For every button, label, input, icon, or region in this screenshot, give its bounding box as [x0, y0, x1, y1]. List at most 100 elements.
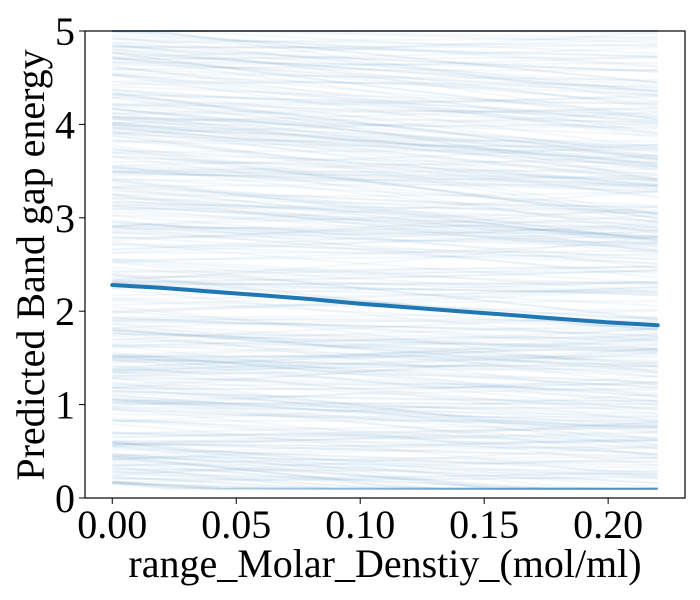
ice-curve — [112, 331, 658, 398]
ice-curve — [112, 185, 658, 215]
ice-curve — [112, 226, 658, 275]
ice-curve — [112, 443, 658, 459]
ice-curve — [112, 397, 658, 457]
ice-curve — [112, 222, 658, 251]
ice-curve — [112, 475, 658, 490]
y-tick-label: 0 — [55, 476, 75, 521]
y-axis-title: Predicted Band gap energy — [8, 49, 53, 480]
ice-curve — [112, 316, 658, 350]
ice-curve — [112, 396, 658, 440]
ice-curve — [112, 474, 658, 481]
ice-curve — [112, 368, 658, 378]
ice-curve — [112, 148, 658, 186]
ice-curve — [112, 88, 658, 157]
ice-curve — [112, 445, 658, 477]
ice-curve — [112, 31, 658, 68]
ice-curve — [112, 177, 658, 207]
ice-curve — [112, 431, 658, 438]
ice-curve — [112, 332, 658, 350]
ice-curve — [112, 227, 658, 234]
ice-curve — [112, 456, 658, 480]
ice-curve — [112, 398, 658, 410]
ice-curve — [112, 81, 658, 88]
ice-curve — [112, 61, 658, 98]
ice-curve — [112, 460, 658, 490]
ice-curve — [112, 468, 658, 474]
ice-curve — [112, 93, 658, 160]
ice-curve — [112, 318, 658, 329]
ice-curve — [112, 368, 658, 398]
ice-curve — [112, 354, 658, 359]
ice-curve — [112, 155, 658, 175]
ice-curve — [112, 169, 658, 188]
ice-curve — [112, 431, 658, 455]
ice-curve — [112, 197, 658, 208]
ice-curve — [112, 477, 658, 484]
ice-curve — [112, 167, 658, 186]
y-tick-label: 4 — [55, 102, 75, 147]
ice-curve — [112, 425, 658, 446]
ice-curve — [112, 348, 658, 363]
ice-curve — [112, 72, 658, 81]
ice-curve — [112, 386, 658, 432]
ice-curve — [112, 204, 658, 238]
x-axis-title: range_Molar_Denstiy_(mol/ml) — [128, 541, 641, 586]
ice-curve — [112, 118, 658, 123]
ice-curve — [112, 417, 658, 455]
ice-curve — [112, 56, 658, 104]
ice-curve — [112, 280, 658, 286]
ice-curve — [112, 115, 658, 159]
ice-curve — [112, 48, 658, 73]
ice-curve — [112, 327, 658, 347]
ice-curve — [112, 51, 658, 93]
ice-curve — [112, 455, 658, 489]
ice-curve — [112, 377, 658, 446]
ice-curve — [112, 43, 658, 49]
ice-curve — [112, 338, 658, 373]
ice-curve — [112, 459, 658, 490]
ice-curve — [112, 389, 658, 421]
ice-curve — [112, 138, 658, 185]
ice-curve — [112, 214, 658, 240]
ice-curve — [112, 407, 658, 428]
ice-curve — [112, 134, 658, 220]
ice-curve — [112, 441, 658, 490]
ice-curve — [112, 211, 658, 224]
ice-curve — [112, 205, 658, 237]
ice-curve — [112, 344, 658, 368]
ice-curve — [112, 401, 658, 427]
ice-curve — [112, 91, 658, 181]
ice-curve — [112, 174, 658, 182]
ice-curve — [112, 444, 658, 461]
ice-curve — [112, 329, 658, 367]
ice-curve — [112, 354, 658, 412]
ice-curve — [112, 300, 658, 312]
ice-curve — [112, 457, 658, 490]
ice-curve — [112, 332, 658, 352]
ice-curve — [112, 225, 658, 231]
ice-curve — [112, 286, 658, 306]
ice-curve — [112, 406, 658, 426]
ice-curve — [112, 454, 658, 490]
ice-curve — [112, 207, 658, 252]
ice-curve — [112, 108, 658, 116]
ice-curve — [112, 356, 658, 384]
ice-curve — [112, 364, 658, 375]
ice-curve — [112, 182, 658, 242]
ice-curve — [112, 235, 658, 251]
y-tick-label: 3 — [55, 196, 75, 241]
ice-curve — [112, 278, 658, 295]
ice-curve — [112, 231, 658, 266]
y-tick-label: 2 — [55, 289, 75, 334]
ice-curve — [112, 200, 658, 222]
ice-curve — [112, 148, 658, 153]
ice-curve — [112, 95, 658, 125]
ice-curve — [112, 469, 658, 480]
ice-curve — [112, 221, 658, 245]
ice-curve — [112, 482, 658, 490]
ice-curve — [112, 455, 658, 490]
ice-curve — [112, 122, 658, 168]
ice-curve — [112, 85, 658, 106]
ice-curve — [112, 225, 658, 231]
ice-curve — [112, 146, 658, 219]
